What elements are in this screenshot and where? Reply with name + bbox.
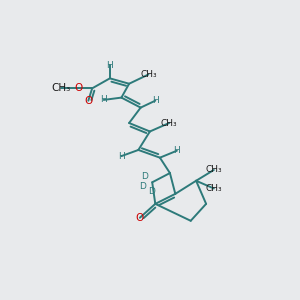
Text: CH₃: CH₃ <box>52 83 71 93</box>
Text: D: D <box>148 187 155 196</box>
Text: CH₃: CH₃ <box>140 70 157 79</box>
Text: H: H <box>118 152 125 160</box>
Text: H: H <box>100 95 107 104</box>
Text: CH₃: CH₃ <box>206 184 222 193</box>
Text: CH₃: CH₃ <box>161 118 178 127</box>
Text: H: H <box>152 96 159 105</box>
Text: H: H <box>173 146 180 155</box>
Text: O: O <box>74 83 82 93</box>
Text: O: O <box>84 96 92 106</box>
Text: D: D <box>141 172 148 182</box>
Text: D: D <box>139 182 146 191</box>
Text: CH₃: CH₃ <box>206 166 222 175</box>
Text: O: O <box>136 213 144 223</box>
Text: H: H <box>106 61 113 70</box>
